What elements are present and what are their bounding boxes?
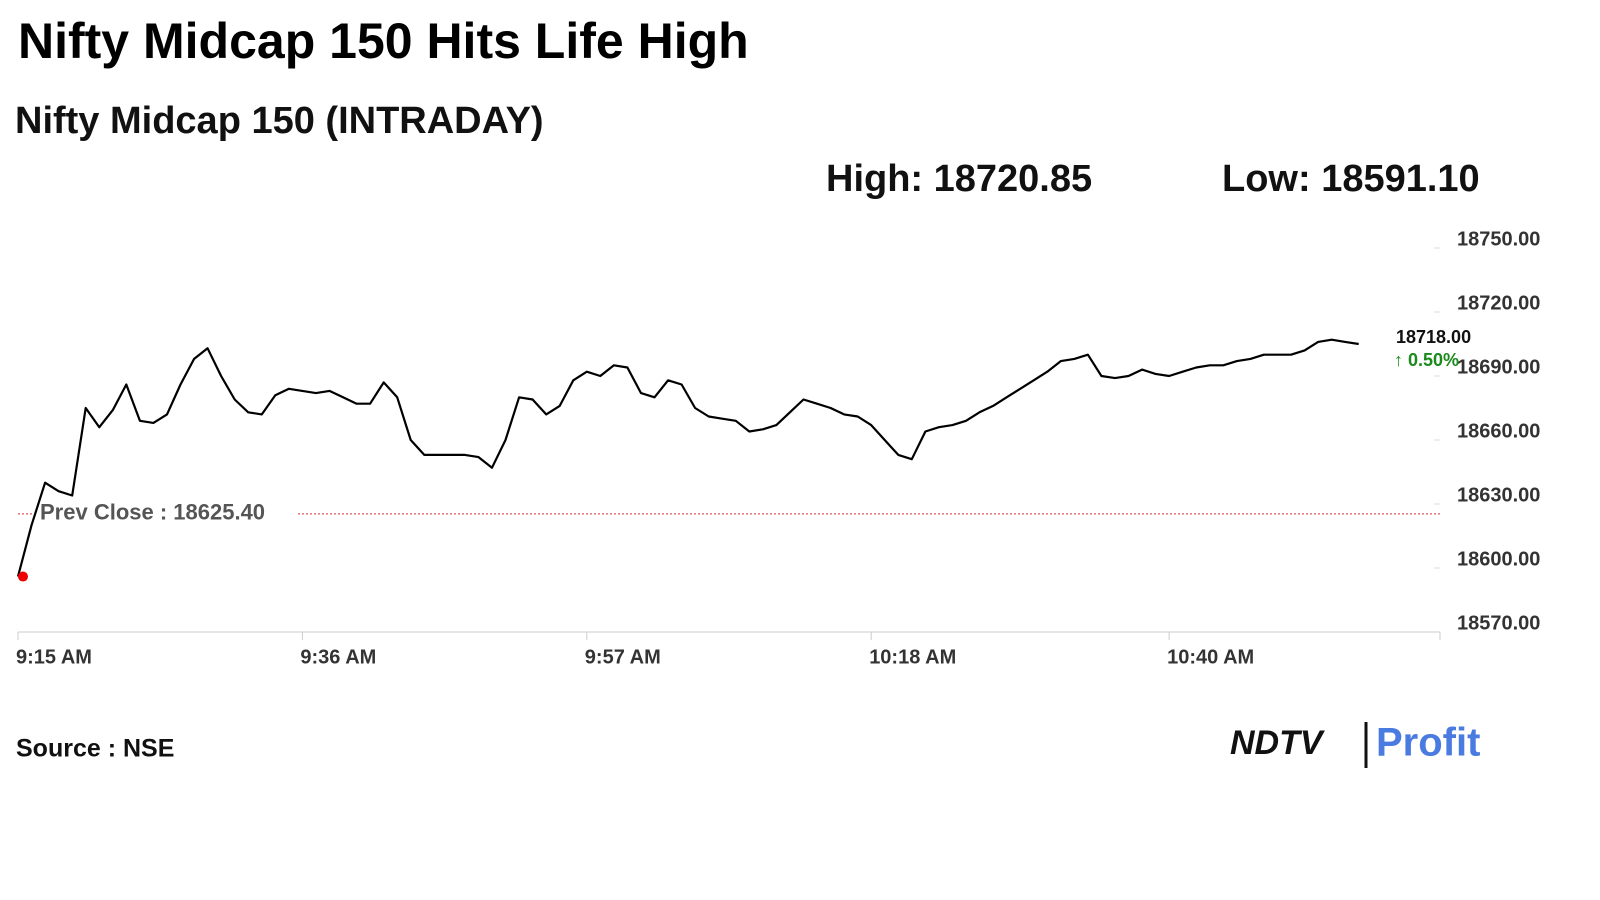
open-marker [18,571,28,582]
logo: NDTV [1230,724,1326,762]
x-tick-label: 9:57 AM [585,646,661,668]
chart-subtitle: Nifty Midcap 150 (INTRADAY) [15,100,544,142]
y-tick-label: 18690.00 [1457,356,1540,378]
x-tick-label: 9:15 AM [16,646,92,668]
y-tick-label: 18660.00 [1457,420,1540,442]
chart-title: Nifty Midcap 150 Hits Life High [18,13,749,69]
y-tick-label: 18750.00 [1457,228,1540,250]
x-tick-label: 10:40 AM [1167,646,1254,668]
price-line [16,338,1359,577]
prev-close-label: Prev Close : 18625.40 [40,500,265,525]
low-label: Low: 18591.10 [1222,158,1480,200]
y-tick-label: 18630.00 [1457,484,1540,506]
last-price: 18718.00 [1396,327,1471,347]
y-tick-label: 18720.00 [1457,292,1540,314]
source: Source : NSE [16,735,174,763]
prev-close-bg [34,499,296,526]
y-tick-label: 18600.00 [1457,548,1540,570]
change-label: ↑ 0.50% [1394,350,1459,370]
high-label: High: 18720.85 [826,158,1092,200]
y-tick-label: 18570.00 [1457,612,1540,634]
logo-suffix: Profit [1376,721,1480,765]
x-tick-label: 10:18 AM [869,646,956,668]
x-tick-label: 9:36 AM [300,646,376,668]
